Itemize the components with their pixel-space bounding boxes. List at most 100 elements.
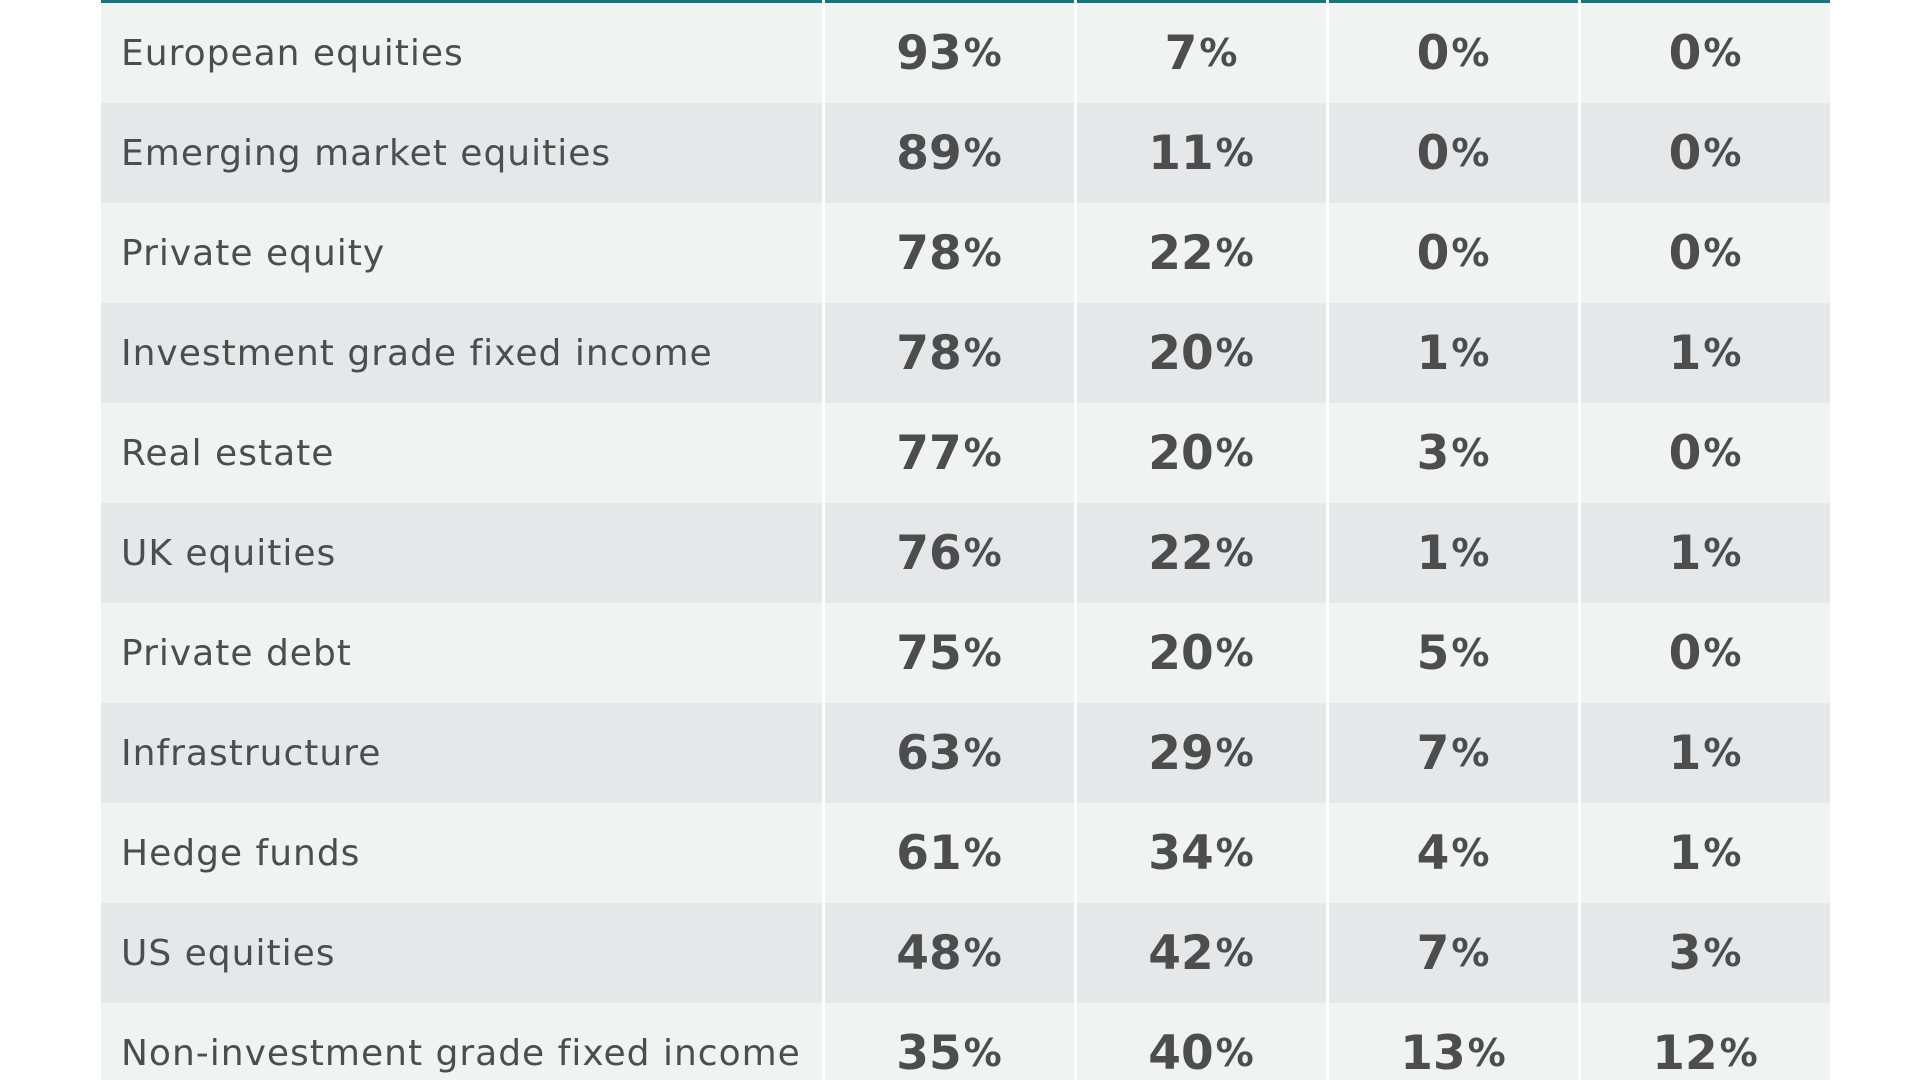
value-number: 78	[896, 325, 962, 381]
percent-sign: %	[963, 1031, 1002, 1075]
percent-sign: %	[963, 831, 1002, 875]
value-number: 29	[1148, 725, 1214, 781]
value-cell: 78%	[824, 203, 1074, 303]
value-cell: 1%	[1580, 303, 1830, 403]
value-number: 75	[896, 625, 962, 681]
value-cell: 0%	[1580, 3, 1830, 103]
value-cell: 1%	[1580, 703, 1830, 803]
value-number: 76	[896, 525, 962, 581]
row-label: Real estate	[121, 432, 335, 474]
percent-sign: %	[1451, 631, 1490, 675]
percent-sign: %	[1703, 431, 1742, 475]
row-label: US equities	[121, 932, 336, 974]
value-number: 12	[1652, 1025, 1718, 1080]
table-row: Non-investment grade fixed income 35% 40% 1…	[101, 1003, 1830, 1080]
value-number: 20	[1148, 325, 1214, 381]
table-row: Hedge funds 61% 34% 4% 1%	[101, 803, 1830, 903]
percent-sign: %	[1215, 731, 1254, 775]
value-cell: 0%	[1328, 203, 1578, 303]
value-cell: 1%	[1328, 503, 1578, 603]
value-number: 89	[896, 125, 962, 181]
value-cell: 13%	[1328, 1003, 1578, 1080]
value-number: 20	[1148, 625, 1214, 681]
value-number: 1	[1416, 525, 1450, 581]
percent-sign: %	[1703, 831, 1742, 875]
value-cell: 89%	[824, 103, 1074, 203]
percent-sign: %	[1199, 31, 1238, 75]
value-number: 13	[1400, 1025, 1466, 1080]
percent-sign: %	[1215, 431, 1254, 475]
percent-sign: %	[963, 431, 1002, 475]
percent-sign: %	[1451, 531, 1490, 575]
percent-sign: %	[1451, 131, 1490, 175]
value-number: 0	[1668, 25, 1702, 81]
table-row: Investment grade fixed income 78% 20% 1% 1%	[101, 303, 1830, 403]
value-number: 0	[1416, 25, 1450, 81]
percent-sign: %	[1451, 431, 1490, 475]
value-number: 61	[896, 825, 962, 881]
value-cell: 63%	[824, 703, 1074, 803]
percent-sign: %	[1215, 531, 1254, 575]
value-number: 0	[1668, 125, 1702, 181]
value-number: 34	[1148, 825, 1214, 881]
column-divider-2	[1326, 0, 1329, 1080]
value-cell: 78%	[824, 303, 1074, 403]
value-cell: 40%	[1076, 1003, 1326, 1080]
value-number: 7	[1164, 25, 1198, 81]
value-cell: 29%	[1076, 703, 1326, 803]
column-divider-3	[1578, 0, 1581, 1080]
value-number: 0	[1668, 425, 1702, 481]
value-cell: 0%	[1580, 203, 1830, 303]
value-number: 4	[1416, 825, 1450, 881]
percent-sign: %	[1451, 831, 1490, 875]
value-number: 0	[1668, 225, 1702, 281]
value-cell: 48%	[824, 903, 1074, 1003]
value-cell: 1%	[1580, 503, 1830, 603]
value-number: 42	[1148, 925, 1214, 981]
value-cell: 4%	[1328, 803, 1578, 903]
table-row: UK equities 76% 22% 1% 1%	[101, 503, 1830, 603]
table-row: Real estate 77% 20% 3% 0%	[101, 403, 1830, 503]
value-cell: 12%	[1580, 1003, 1830, 1080]
value-cell: 20%	[1076, 603, 1326, 703]
value-number: 63	[896, 725, 962, 781]
percent-sign: %	[1703, 631, 1742, 675]
value-number: 22	[1148, 225, 1214, 281]
row-label: Infrastructure	[121, 732, 382, 774]
table-row: Private equity 78% 22% 0% 0%	[101, 203, 1830, 303]
value-number: 1	[1668, 825, 1702, 881]
row-label: Private debt	[121, 632, 352, 674]
value-number: 11	[1148, 125, 1214, 181]
percent-sign: %	[963, 231, 1002, 275]
value-cell: 22%	[1076, 503, 1326, 603]
value-cell: 35%	[824, 1003, 1074, 1080]
value-cell: 5%	[1328, 603, 1578, 703]
percent-sign: %	[1703, 731, 1742, 775]
value-number: 5	[1416, 625, 1450, 681]
value-cell: 3%	[1328, 403, 1578, 503]
value-cell: 11%	[1076, 103, 1326, 203]
percent-sign: %	[1215, 831, 1254, 875]
percent-sign: %	[1703, 531, 1742, 575]
percent-sign: %	[1703, 231, 1742, 275]
percent-sign: %	[1703, 131, 1742, 175]
row-label: Hedge funds	[121, 832, 361, 874]
value-cell: 0%	[1580, 603, 1830, 703]
percent-sign: %	[1719, 1031, 1758, 1075]
value-cell: 7%	[1328, 703, 1578, 803]
percent-sign: %	[1451, 331, 1490, 375]
value-number: 77	[896, 425, 962, 481]
percent-sign: %	[1703, 31, 1742, 75]
row-label: Emerging market equities	[121, 132, 612, 174]
value-number: 7	[1416, 925, 1450, 981]
percent-sign: %	[1467, 1031, 1506, 1075]
percent-sign: %	[963, 331, 1002, 375]
value-cell: 77%	[824, 403, 1074, 503]
value-number: 35	[896, 1025, 962, 1080]
header-rule-0	[101, 0, 822, 3]
value-cell: 22%	[1076, 203, 1326, 303]
table-row: Infrastructure 63% 29% 7% 1%	[101, 703, 1830, 803]
value-number: 48	[896, 925, 962, 981]
value-cell: 3%	[1580, 903, 1830, 1003]
